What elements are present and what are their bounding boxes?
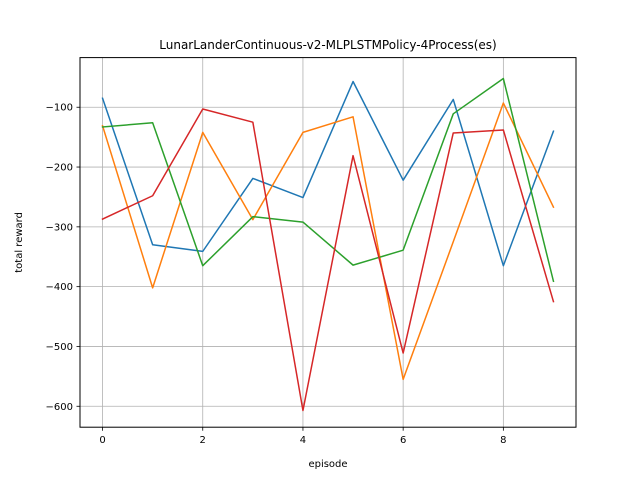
grid-lines (80, 57, 576, 428)
y-tick-label: −300 (46, 222, 73, 233)
series-line-1 (101, 80, 555, 267)
series-line-4 (101, 108, 555, 412)
x-axis-ticks: 0 2 4 6 8 (99, 427, 507, 446)
x-tick-label: 8 (500, 435, 506, 446)
y-tick-label: −100 (46, 103, 73, 114)
series-line-3 (101, 77, 555, 283)
y-tick-label: −400 (46, 282, 73, 293)
chart-title: LunarLanderContinuous-v2-MLPLSTMPolicy-4… (159, 38, 496, 52)
y-axis-label: total reward (14, 212, 25, 273)
y-tick-label: −200 (46, 163, 73, 174)
x-tick-label: 0 (99, 435, 105, 446)
x-tick-label: 2 (200, 435, 206, 446)
y-axis-ticks: −600 −500 −400 −300 −200 −100 (46, 103, 80, 413)
plot-frame (79, 57, 577, 428)
series-line-2 (101, 102, 555, 381)
x-tick-label: 4 (300, 435, 306, 446)
y-tick-label: −600 (46, 402, 73, 413)
y-tick-label: −500 (46, 342, 73, 353)
x-tick-label: 6 (400, 435, 406, 446)
x-axis-label: episode (308, 459, 347, 470)
series-layer (101, 77, 555, 412)
